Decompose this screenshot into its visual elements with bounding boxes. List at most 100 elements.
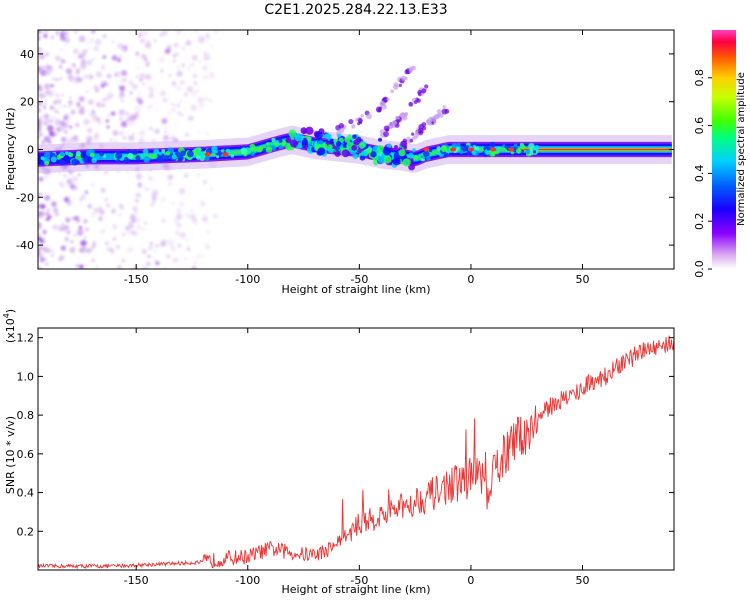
spectrogram-noise-blob — [100, 84, 105, 88]
spectrogram-noise-blob — [129, 225, 133, 229]
spectrogram-ridge-blob — [41, 156, 45, 161]
colorbar-gradient — [712, 30, 736, 269]
spectrogram-ridge-blob — [180, 150, 186, 157]
spectrogram-disturbance-blob — [352, 153, 359, 160]
spectrogram-noise-blob — [77, 231, 82, 236]
spectrogram-noise-blob — [135, 96, 142, 103]
snr-xtick-label: 0 — [467, 574, 474, 587]
spectrogram-noise-blob — [58, 172, 62, 175]
spectrogram-noise-blob — [167, 111, 171, 115]
spectrogram-noise-blob — [143, 221, 147, 225]
spectrogram-hotspot — [222, 152, 229, 157]
spectrogram-ridge-blob — [265, 146, 273, 153]
spectrogram-disturbance-blob — [334, 150, 341, 157]
spectrogram-noise-blob — [137, 33, 141, 37]
snr-ytick-label: 0.8 — [17, 409, 35, 422]
spectrogram-ridge-blob — [40, 161, 45, 166]
spectrogram-noise-blob — [46, 208, 51, 212]
spectrogram-ridge-blob — [186, 150, 194, 158]
spectrogram-noise-blob — [148, 126, 153, 131]
spectrogram-noise-blob — [130, 33, 133, 36]
spectrogram-ridge-blob — [513, 143, 518, 148]
spectrogram-noise-blob — [71, 176, 78, 183]
spectrogram-ridge-blob — [240, 147, 248, 155]
spectrogram-noise-blob — [117, 213, 122, 218]
spectrogram-noise-blob — [194, 255, 200, 261]
spectrogram-noise — [38, 30, 219, 269]
spectrogram-noise-blob — [177, 243, 182, 248]
spectrogram-ridge-blob — [71, 158, 79, 166]
spectrogram-noise-blob — [38, 176, 44, 182]
spectrogram-noise-blob — [160, 69, 164, 73]
spectrogram-noise-blob — [164, 48, 171, 55]
spectrogram-noise-blob — [111, 111, 116, 116]
spectrogram-ridge-blob — [220, 149, 225, 153]
spectrogram-noise-blob — [42, 229, 47, 235]
spectrogram-noise-blob — [68, 125, 73, 129]
spectrogram-noise-blob — [125, 118, 130, 122]
spectrogram-noise-blob — [51, 249, 55, 253]
spectrogram-ridge-blob — [456, 142, 461, 147]
snr-ytick-label: 0.2 — [17, 525, 35, 538]
snr-ytick-label: 0.6 — [17, 448, 35, 461]
spectrogram-noise-blob — [131, 132, 135, 136]
spectrogram-noise-blob — [43, 239, 47, 243]
spectrogram-noise-blob — [97, 117, 101, 121]
spectrogram-disturbance-blob — [383, 155, 392, 164]
spectrogram-noise-blob — [59, 258, 63, 262]
spectrogram-ridge-blob — [247, 154, 251, 158]
spectrogram-hotspot — [508, 147, 515, 152]
spectrogram-noise-blob — [212, 213, 219, 219]
spectrogram-noise-blob — [111, 55, 118, 61]
spectrogram-noise-blob — [121, 258, 125, 263]
spectrogram-noise-blob — [61, 184, 66, 189]
spectrogram-noise-blob — [134, 198, 139, 203]
spectrogram-noise-blob — [44, 83, 51, 90]
spectrogram-disturbance-blob — [400, 140, 408, 148]
colorbar: 0.0 0.2 0.4 0.6 0.8 Normalized spectral ampl… — [693, 30, 747, 278]
spectrogram-noise-blob — [190, 62, 195, 67]
spectrogram-noise-blob — [91, 58, 95, 61]
spectrogram-ylabel: Frequency (Hz) — [4, 108, 17, 191]
spectrogram-noise-blob — [163, 266, 168, 269]
spectrogram-noise-blob — [55, 30, 60, 36]
spectrogram-ridge-blob — [99, 151, 104, 157]
spectrogram-noise-blob — [38, 221, 41, 225]
spectrogram-noise-blob — [71, 63, 77, 68]
spectrogram-noise-blob — [186, 40, 192, 46]
spectrogram-noise-blob — [172, 218, 179, 224]
spectrogram-branch-blob — [418, 127, 424, 133]
spectrogram-ridge-blob — [278, 138, 283, 144]
spectrogram-noise-blob — [162, 50, 167, 54]
spectrogram-ridge-blob — [489, 141, 496, 148]
spectrogram-ridge-blob — [281, 141, 287, 147]
spectrogram-noise-blob — [38, 65, 46, 73]
spectrogram-noise-blob — [60, 58, 66, 64]
spectrogram-noise-blob — [136, 224, 142, 230]
spectrogram-noise-blob — [55, 98, 62, 105]
spectrogram-noise-blob — [42, 119, 50, 127]
spectrogram-noise-blob — [120, 120, 128, 128]
spectrogram-noise-blob — [175, 213, 183, 221]
spectrogram-ridge-blob — [451, 143, 458, 149]
spectrogram-noise-blob — [38, 107, 42, 113]
spectrogram-noise-blob — [164, 130, 167, 134]
spectrogram-noise-blob — [168, 182, 172, 186]
spectrogram-ridge-blob — [420, 158, 424, 162]
spectrogram-noise-blob — [117, 42, 124, 50]
spectrogram-noise-blob — [117, 58, 121, 62]
spectrogram-noise-blob — [159, 32, 164, 37]
spectrogram-disturbance-blob — [413, 155, 419, 160]
spectrogram-noise-blob — [92, 241, 96, 245]
spectrogram-noise-blob — [48, 130, 53, 135]
spectrogram-noise-blob — [148, 92, 154, 98]
spectrogram-noise-blob — [52, 224, 58, 230]
spectrogram-noise-blob — [38, 35, 41, 41]
spectrogram-noise-blob — [89, 38, 94, 43]
spectrogram-noise-blob — [104, 241, 109, 246]
spectrogram-noise-blob — [190, 91, 197, 98]
spectrogram-ridge-blob — [520, 144, 526, 150]
spectrogram-disturbance-blob — [288, 129, 297, 138]
spectrogram-ridge-blob — [420, 155, 424, 159]
